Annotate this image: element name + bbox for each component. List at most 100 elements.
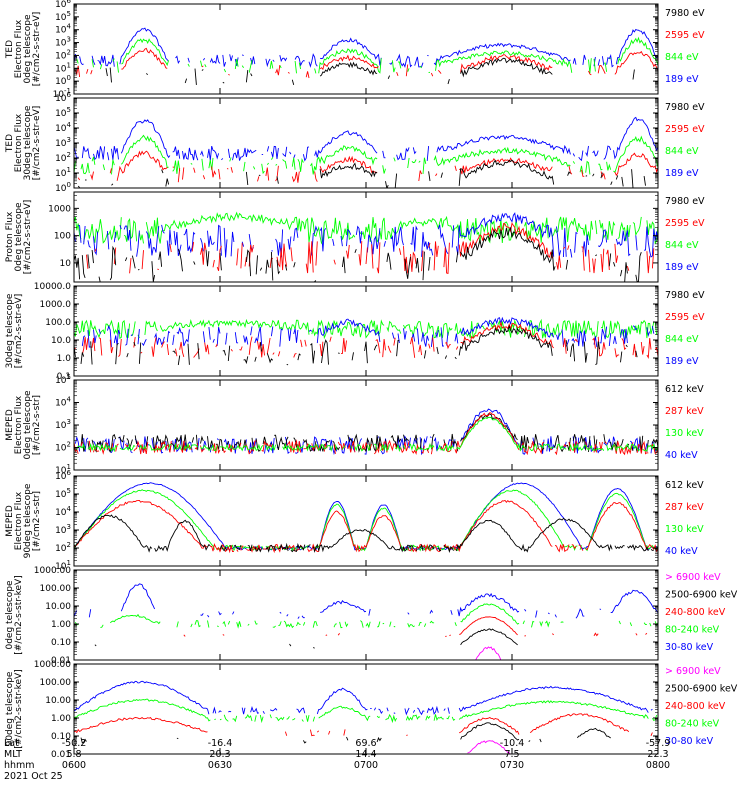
y-axis-label: [#/cm2-s-str-eV] — [14, 294, 24, 369]
legend-entry: 7980 eV — [665, 8, 705, 19]
y-tick-label: 101 — [55, 61, 71, 74]
series-line-magenta — [475, 646, 502, 660]
y-tick-label: 103 — [55, 136, 71, 149]
y-tick-label: 106 — [55, 91, 71, 104]
x-tick-lat: 69.6 — [355, 738, 376, 749]
y-tick-label: 106 — [55, 469, 71, 482]
y-tick-label: 100.00 — [40, 678, 72, 688]
legend-entry: 7980 eV — [665, 196, 705, 207]
series-line-blue — [74, 212, 658, 258]
x-tick-lat: -57.9 — [646, 738, 671, 749]
y-axis-label: MEPED — [5, 409, 15, 441]
y-axis-label: [#/cm2-s-str-eV] — [32, 12, 42, 87]
series-line-blue — [74, 116, 658, 162]
legend-entry: 2500-6900 keV — [665, 590, 738, 601]
y-tick-label: 10.00 — [45, 602, 71, 612]
y-tick-label: 101 — [55, 166, 71, 179]
series-line-blue — [74, 583, 658, 619]
plot-frame — [73, 569, 659, 661]
legend-entry: 240-800 keV — [665, 607, 726, 618]
y-tick-label: 102 — [55, 151, 71, 164]
legend-entry: 287 keV — [665, 502, 704, 513]
series-line-black — [74, 514, 658, 553]
panel-6: 101 102 103 104 105 106 MEPED Electron Flux 90de… — [5, 469, 704, 572]
legend-entry: 40 keV — [665, 450, 698, 461]
legend-entry: 240-800 keV — [665, 701, 726, 712]
series-line-red — [74, 499, 658, 554]
legend-entry: > 6900 keV — [665, 666, 721, 677]
plot-frame — [73, 191, 659, 283]
series-line-green — [76, 36, 658, 74]
y-axis-label: Electron Flux — [14, 395, 24, 454]
y-tick-label: 103 — [55, 523, 71, 536]
plot-frame — [73, 97, 659, 189]
legend-entry: 130 keV — [665, 524, 704, 535]
series-line-black — [95, 629, 650, 648]
y-tick-label: 100 — [55, 181, 71, 194]
y-tick-label: 102 — [55, 48, 71, 61]
series-line-red — [77, 150, 658, 183]
legend-entry: 80-240 keV — [665, 719, 720, 730]
y-axis-label: Electron Flux — [14, 491, 24, 550]
panel-8: 0.01 0.10 1.00 10.00 100.00 1000.00 90deg tele… — [5, 660, 738, 760]
series-line-blue — [74, 27, 658, 68]
legend-entry: 844 eV — [665, 146, 699, 157]
series-line-green — [76, 416, 658, 453]
y-tick-label: 101 — [55, 559, 71, 572]
series-line-green — [74, 134, 658, 175]
y-tick-label: 104 — [55, 396, 71, 409]
legend-entry: 189 eV — [665, 168, 699, 179]
x-tick-mlt: 14.4 — [355, 749, 376, 760]
x-tick-hhmm: 0600 — [62, 760, 86, 771]
x-tick-lat: -10.4 — [500, 738, 525, 749]
legend-entry: 2595 eV — [665, 30, 705, 41]
y-tick-label: 105 — [55, 106, 71, 119]
y-axis-label: Electron Flux — [14, 19, 24, 78]
y-tick-label: 0.1 — [57, 372, 71, 382]
y-tick-label: 10000.0 — [34, 282, 71, 292]
y-axis-label: [#/cm2-s-str] — [32, 491, 42, 551]
y-axis-label: Electron Flux — [14, 113, 24, 172]
y-tick-label: 100.0 — [45, 318, 71, 328]
legend-entry: 40 keV — [665, 546, 698, 557]
legend-entry: > 6900 keV — [665, 572, 721, 583]
y-axis-label: 0deg telescope — [14, 202, 24, 272]
series-line-red — [74, 47, 658, 79]
y-tick-label: 104 — [55, 505, 71, 518]
panel-4: 0.1 1.0 10.0 100.0 1000.0 10000.0 30deg telesc… — [5, 282, 705, 382]
series-line-green — [74, 318, 658, 340]
y-axis-label: [#/cm2-s-str-keV] — [14, 575, 24, 654]
legend-entry: 30-80 keV — [665, 642, 714, 653]
y-tick-label: 1.00 — [51, 714, 71, 724]
y-tick-label: 0.10 — [51, 638, 71, 648]
y-axis-label: MEPED — [5, 505, 15, 537]
legend-entry: 844 eV — [665, 52, 699, 63]
y-tick-label: 10-1 — [53, 87, 71, 100]
series-line-red — [183, 616, 648, 637]
x-row-label: MLT — [4, 749, 22, 760]
series-line-black — [74, 326, 655, 365]
series-line-blue — [74, 681, 658, 714]
panel-5: 101 102 103 104 105 MEPED Electron Flux 0deg te… — [5, 373, 704, 476]
legend-entry: 189 eV — [665, 74, 699, 85]
x-tick-mlt: 7.5 — [504, 749, 519, 760]
y-axis-label: [#/cm2-s-str] — [32, 395, 42, 455]
y-tick-label: 105 — [55, 10, 71, 23]
y-tick-label: 0.01 — [51, 750, 71, 760]
series-line-green — [74, 211, 658, 245]
legend-entry: 189 eV — [665, 262, 699, 273]
series-line-black — [74, 228, 658, 283]
panel-2: 100 101 102 103 104 105 106 TED Electron Flux 30d… — [5, 91, 705, 194]
x-row-label: hhmm — [4, 760, 35, 771]
y-axis-label: 90deg telescope — [5, 671, 15, 746]
y-tick-label: 1000 — [48, 204, 71, 214]
series-line-blue — [74, 482, 658, 551]
y-tick-label: 1.00 — [51, 620, 71, 630]
x-tick-mlt: 22.3 — [647, 749, 668, 760]
legend-entry: 7980 eV — [665, 102, 705, 113]
legend-entry: 7980 eV — [665, 290, 705, 301]
x-tick-lat: -50.2 — [62, 738, 87, 749]
legend-entry: 612 keV — [665, 480, 704, 491]
series-line-green — [74, 489, 658, 553]
